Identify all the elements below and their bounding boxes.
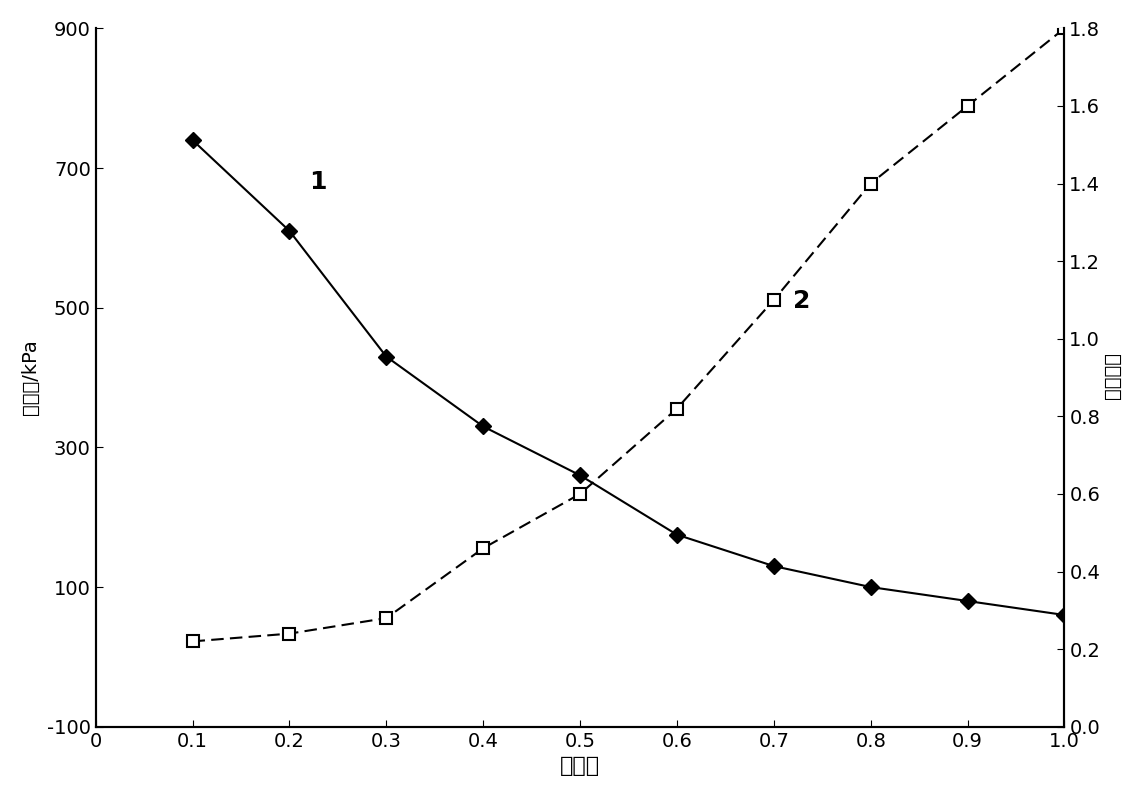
X-axis label: 饱和度: 饱和度 xyxy=(560,756,600,776)
Text: 2: 2 xyxy=(794,289,811,312)
Y-axis label: 支护力/kPa: 支护力/kPa xyxy=(21,340,40,415)
Text: 1: 1 xyxy=(308,170,327,194)
Y-axis label: 安全系数: 安全系数 xyxy=(1102,354,1121,401)
